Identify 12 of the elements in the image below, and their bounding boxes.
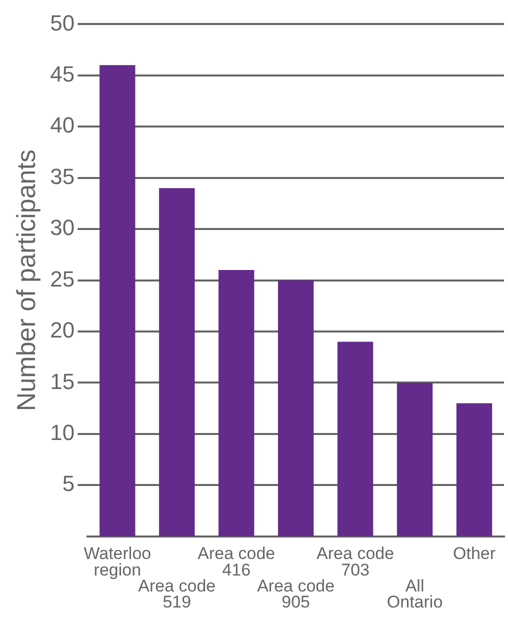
y-tick-label: 50	[50, 10, 75, 36]
y-tick-label: 25	[50, 266, 75, 292]
y-tick-label: 10	[50, 420, 75, 446]
x-tick-label: Other	[452, 544, 496, 564]
y-tick-label: 15	[50, 368, 75, 394]
y-tick-label: 45	[50, 61, 75, 86]
y-tick-label: 35	[50, 164, 75, 189]
y-axis-title: Number of participants	[10, 150, 41, 412]
y-tick-label: 20	[50, 318, 75, 343]
y-tick-label: 30	[50, 215, 75, 240]
y-tick-label: 5	[62, 471, 75, 496]
y-tick-label: 40	[50, 112, 75, 138]
